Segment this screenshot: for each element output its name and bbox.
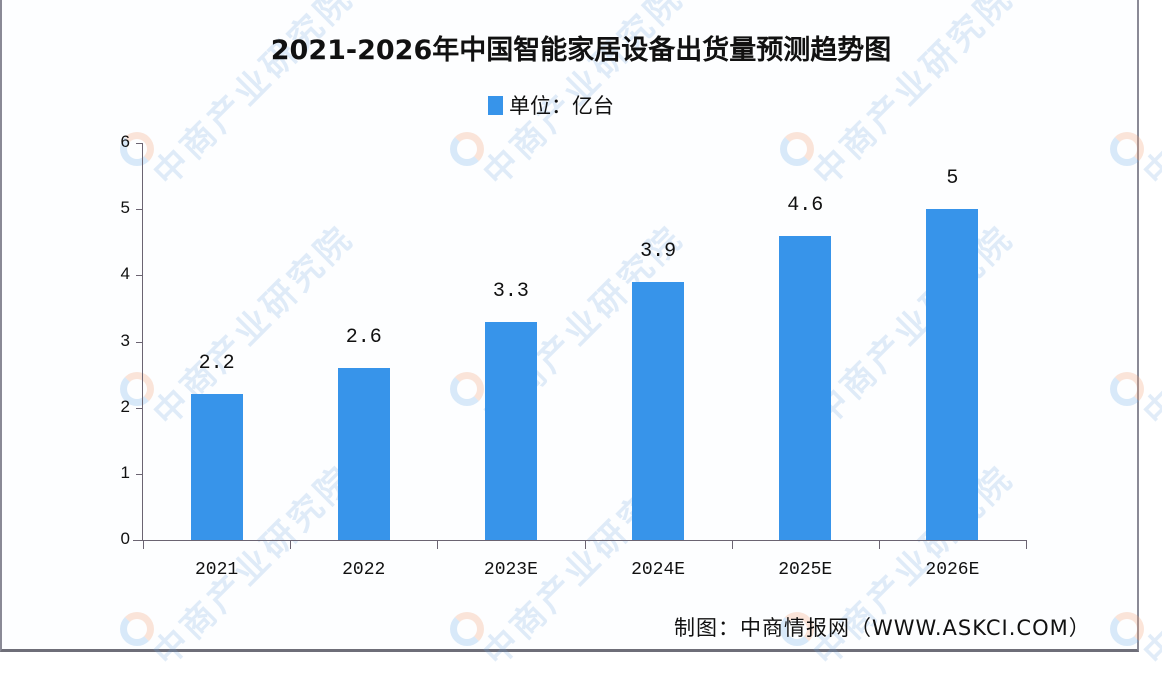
y-tick-label: 4	[120, 264, 130, 284]
bar-2021	[190, 394, 243, 540]
bar-2024e	[632, 281, 685, 540]
y-tick	[136, 473, 143, 475]
legend-swatch	[488, 95, 503, 115]
x-tick	[1026, 540, 1027, 549]
source-credit: 制图：中商情报网（WWW.ASKCI.COM）	[674, 616, 1091, 640]
bar-value-label: 3.3	[492, 279, 529, 303]
y-tick-label: 5	[120, 198, 130, 218]
x-tick	[731, 540, 733, 549]
bar-value-label: 5	[946, 167, 959, 191]
y-tick-label: 1	[120, 462, 130, 482]
y-tick-label: 6	[120, 132, 130, 151]
x-tick-label: 2025E	[778, 560, 833, 580]
x-tick-label: 2021	[194, 560, 239, 580]
y-tick	[136, 341, 143, 343]
x-tick	[143, 540, 144, 549]
bar-value-label: 3.9	[640, 239, 677, 263]
x-tick	[437, 540, 439, 549]
x-tick-label: 2022	[342, 560, 386, 580]
bar-2023e	[484, 321, 537, 540]
x-tick	[878, 540, 880, 549]
bar-value-label: 4.6	[787, 193, 824, 217]
y-tick-label: 0	[120, 529, 130, 548]
x-tick-label: 2023E	[483, 560, 538, 580]
bar-2022	[337, 367, 390, 540]
y-tick-label: 2	[120, 396, 130, 416]
y-tick	[136, 275, 143, 277]
y-tick	[136, 143, 143, 144]
x-tick-label: 2024E	[631, 560, 686, 580]
bar-value-label: 2.2	[198, 352, 235, 376]
y-tick	[136, 540, 143, 541]
x-tick-label: 2026E	[925, 560, 980, 580]
legend: 单位：亿台	[488, 90, 614, 120]
bar-2026e	[926, 209, 979, 540]
y-tick	[136, 407, 143, 409]
x-axis	[133, 540, 1027, 541]
x-tick	[584, 540, 586, 549]
bar-2025e	[779, 235, 832, 540]
legend-label: 单位：亿台	[509, 94, 614, 118]
bar-value-label: 2.6	[345, 325, 382, 349]
y-tick	[136, 209, 143, 211]
chart-title: 2021-2026年中国智能家居设备出货量预测趋势图	[270, 35, 892, 66]
x-tick	[290, 540, 292, 549]
y-tick-label: 3	[120, 330, 130, 350]
